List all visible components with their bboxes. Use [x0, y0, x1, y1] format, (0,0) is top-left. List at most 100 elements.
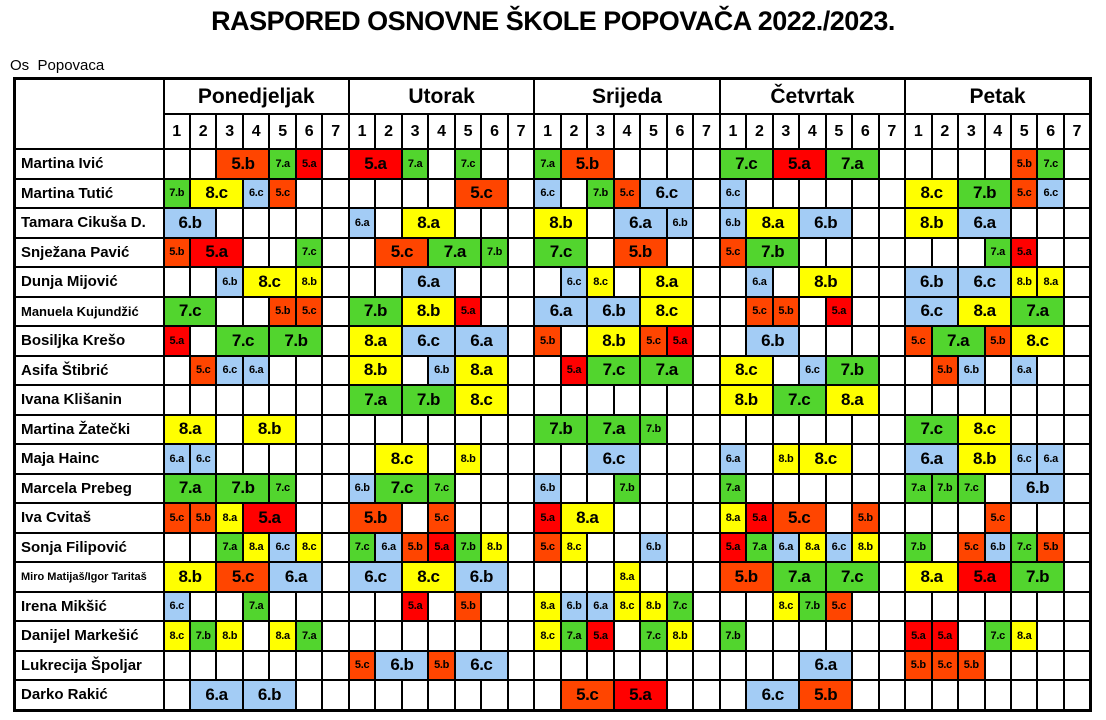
empty-cell	[480, 443, 509, 475]
empty-cell	[1036, 590, 1065, 622]
lesson-cell: 6.b	[983, 531, 1013, 563]
period-header: 2	[559, 113, 589, 150]
lesson-cell: 7.b	[453, 531, 483, 563]
lesson-cell: 6.c	[1036, 177, 1065, 209]
lesson-cell: 5.c	[427, 502, 456, 534]
lesson-cell: 8.b	[480, 531, 509, 563]
empty-cell	[241, 649, 271, 681]
period-header: 6	[665, 113, 695, 150]
period-header: 6	[294, 113, 324, 150]
empty-cell	[506, 649, 536, 681]
lesson-cell: 8.a	[453, 354, 509, 386]
empty-cell	[612, 620, 642, 652]
period-header: 2	[188, 113, 218, 150]
empty-cell	[480, 295, 509, 327]
lesson-cell: 6.b	[347, 472, 377, 504]
empty-cell	[877, 384, 907, 416]
empty-cell	[639, 502, 668, 534]
lesson-cell: 7.c	[453, 148, 483, 180]
empty-cell	[1062, 502, 1092, 534]
lesson-cell: 7.a	[215, 531, 244, 563]
lesson-cell: 7.b	[188, 620, 218, 652]
lesson-cell: 5.b	[188, 502, 218, 534]
lesson-cell: 6.c	[718, 177, 748, 209]
lesson-cell: 7.b	[957, 177, 1012, 209]
period-header: 5	[268, 113, 297, 150]
empty-cell	[241, 295, 271, 327]
empty-cell	[400, 177, 430, 209]
empty-cell	[824, 472, 854, 504]
empty-cell	[877, 354, 907, 386]
empty-cell	[1009, 207, 1039, 239]
empty-cell	[1062, 413, 1092, 445]
lesson-cell: 6.c	[745, 679, 801, 711]
empty-cell	[321, 266, 350, 298]
period-header: 7	[506, 113, 536, 150]
empty-cell	[692, 325, 721, 357]
empty-cell	[1062, 236, 1092, 268]
empty-cell	[877, 177, 907, 209]
empty-cell	[374, 620, 403, 652]
period-header: 1	[347, 113, 377, 150]
lesson-cell: 7.a	[930, 325, 986, 357]
empty-cell	[957, 502, 986, 534]
empty-cell	[215, 413, 244, 445]
empty-cell	[268, 649, 297, 681]
lesson-cell: 5.a	[930, 620, 960, 652]
empty-cell	[692, 177, 721, 209]
empty-cell	[718, 679, 748, 711]
empty-cell	[321, 236, 350, 268]
lesson-cell: 5.a	[665, 325, 695, 357]
empty-cell	[215, 207, 244, 239]
lesson-cell: 8.a	[639, 266, 695, 298]
empty-cell	[692, 207, 721, 239]
lesson-cell: 8.c	[294, 531, 324, 563]
empty-cell	[877, 148, 907, 180]
lesson-cell: 7.c	[1036, 148, 1065, 180]
empty-cell	[241, 443, 271, 475]
teacher-name: Martina Tutić	[13, 177, 165, 209]
period-header: 1	[533, 113, 562, 150]
lesson-cell: 8.a	[798, 531, 827, 563]
empty-cell	[321, 590, 350, 622]
empty-cell	[665, 413, 695, 445]
empty-cell	[1062, 354, 1092, 386]
empty-cell	[771, 472, 801, 504]
empty-cell	[1062, 561, 1092, 593]
lesson-cell: 7.c	[586, 354, 642, 386]
period-header: 4	[612, 113, 642, 150]
empty-cell	[1062, 207, 1092, 239]
empty-cell	[692, 620, 721, 652]
empty-cell	[321, 354, 350, 386]
lesson-cell: 8.c	[453, 384, 509, 416]
lesson-cell: 8.a	[745, 207, 801, 239]
teacher-row: Lukrecija Špoljar 5.c 6.b 5.b 6.c 6.a 5.b 5.c 5.…	[13, 649, 1092, 681]
teacher-name: Bosiljka Krešo	[13, 325, 165, 357]
empty-cell	[268, 354, 297, 386]
empty-cell	[321, 325, 350, 357]
empty-cell	[665, 502, 695, 534]
lesson-cell: 6.b	[665, 207, 695, 239]
empty-cell	[294, 502, 324, 534]
lesson-cell: 7.c	[665, 590, 695, 622]
empty-cell	[612, 649, 642, 681]
lesson-cell: 7.b	[639, 413, 668, 445]
lesson-cell: 8.b	[400, 295, 456, 327]
lesson-cell: 8.a	[533, 590, 562, 622]
empty-cell	[559, 649, 589, 681]
teacher-row: Irena Mikšić 6.c 7.a 5.a 5.b 8.a 6.b 6.a 8.c 8.b 7…	[13, 590, 1092, 622]
teacher-row: Ivana Klišanin 7.a 7.b 8.c 8.b 7.c 8.a	[13, 384, 1092, 416]
lesson-cell: 6.c	[957, 266, 1012, 298]
empty-cell	[294, 354, 324, 386]
teacher-name: Iva Cvitaš	[13, 502, 165, 534]
lesson-cell: 5.c	[453, 177, 509, 209]
empty-cell	[692, 413, 721, 445]
period-header: 3	[586, 113, 615, 150]
lesson-cell: 8.a	[347, 325, 403, 357]
lesson-cell: 5.c	[612, 177, 642, 209]
empty-cell	[321, 620, 350, 652]
empty-cell	[745, 443, 774, 475]
lesson-cell: 8.a	[1036, 266, 1065, 298]
empty-cell	[957, 148, 986, 180]
lesson-cell: 5.a	[612, 679, 668, 711]
